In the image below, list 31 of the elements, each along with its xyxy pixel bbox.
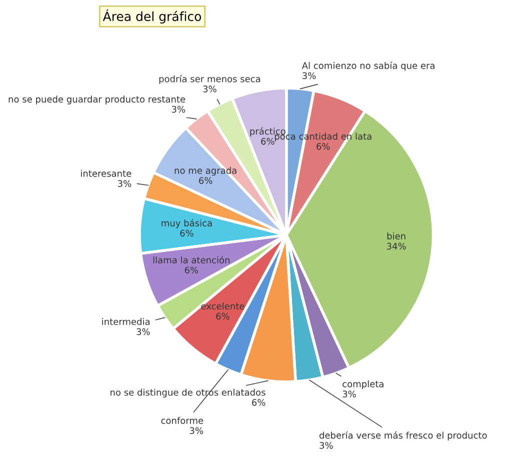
data-label: 6% (216, 312, 230, 320)
slice-label: debería verse más fresco el producto (319, 431, 487, 440)
slice-label: podría ser menos seca (159, 74, 260, 84)
data-label: 3% (342, 390, 356, 398)
slice-label: conforme (161, 416, 204, 424)
slice-label: no se puede guardar producto restante (8, 96, 186, 104)
data-label: 3% (118, 180, 132, 187)
data-label: 34% (386, 242, 406, 250)
slice-label: llama la atención (153, 256, 230, 264)
data-label: 3% (320, 442, 333, 449)
slice-label: intermedia (102, 318, 150, 326)
slice-label: no me agrada (174, 166, 236, 176)
data-label: 3% (136, 328, 150, 336)
data-label: 3% (172, 106, 186, 113)
slice-label: interesante (81, 170, 132, 177)
slice-label: bien (387, 232, 406, 240)
data-label: 3% (203, 86, 216, 92)
slice-label: Al comienzo no sabía que era (302, 62, 434, 71)
text: Área del gráfico (102, 9, 202, 24)
data-label: 6% (261, 138, 274, 145)
slice-label: muy básica (162, 219, 212, 228)
data-label: 6% (316, 142, 330, 150)
data-label: 6% (180, 230, 194, 237)
slice-label: práctico (250, 127, 286, 136)
data-label: 3% (302, 72, 316, 80)
slice-label: completa (342, 380, 384, 390)
data-label: 6% (252, 399, 266, 406)
data-label: 3% (190, 427, 204, 434)
slice-label: excelente (201, 302, 244, 310)
data-label: 6% (199, 177, 212, 184)
data-label: 6% (184, 266, 198, 274)
